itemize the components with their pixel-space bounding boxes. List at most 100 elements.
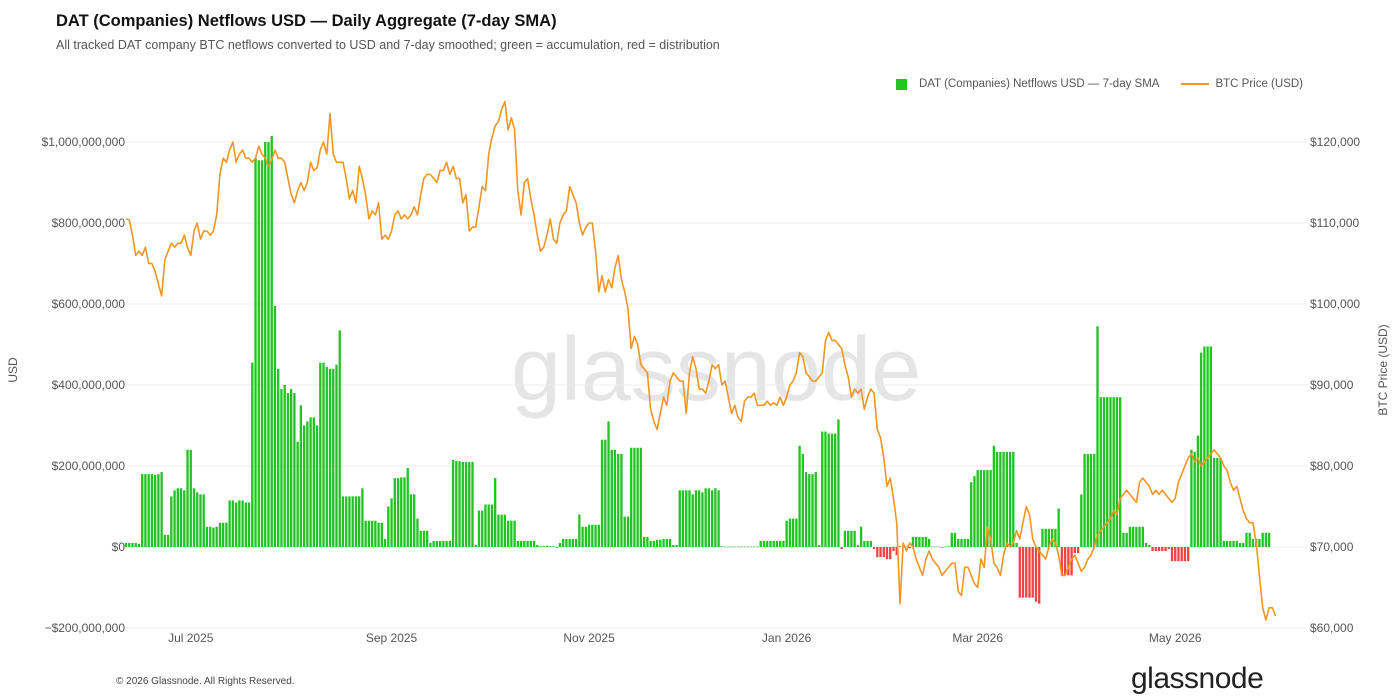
netflow-bar[interactable] [1012,451,1015,547]
netflow-bar[interactable] [1148,544,1151,547]
netflow-bar[interactable] [947,546,950,547]
netflow-bar[interactable] [898,546,902,547]
netflow-bar[interactable] [892,547,895,552]
netflow-bar[interactable] [571,538,575,547]
netflow-bar[interactable] [1141,526,1145,547]
netflow-bar[interactable] [1190,449,1193,547]
netflow-bar[interactable] [1047,528,1051,547]
netflow-bar[interactable] [574,538,578,547]
netflow-bar[interactable] [338,330,341,547]
netflow-bar[interactable] [801,453,804,547]
netflow-bar[interactable] [581,526,584,547]
netflow-bar[interactable] [335,364,338,547]
netflow-bar[interactable] [238,500,241,547]
netflow-bar[interactable] [144,474,147,547]
netflow-bar[interactable] [134,542,137,547]
netflow-bar[interactable] [983,470,986,547]
netflow-bar[interactable] [264,142,267,547]
netflow-bar[interactable] [1238,542,1242,547]
netflow-bar[interactable] [597,524,600,547]
netflow-bar[interactable] [1025,547,1028,598]
netflow-bar[interactable] [1264,532,1268,547]
netflow-bar[interactable] [1057,508,1060,547]
netflow-bar[interactable] [587,524,591,547]
netflow-bar[interactable] [532,540,536,547]
netflow-bar[interactable] [895,547,898,556]
netflow-bar[interactable] [1180,547,1183,562]
netflow-bar[interactable] [604,439,607,547]
netflow-bar[interactable] [824,431,827,547]
netflow-bar[interactable] [707,488,711,547]
netflow-bar[interactable] [419,530,422,547]
netflow-bar[interactable] [1164,547,1167,552]
netflow-bar[interactable] [497,514,500,547]
netflow-bar[interactable] [438,540,442,547]
netflow-bar[interactable] [526,540,529,547]
netflow-bar[interactable] [1229,540,1232,547]
netflow-bar[interactable] [1005,451,1008,547]
netflow-bar[interactable] [189,449,192,547]
netflow-bar[interactable] [192,488,196,547]
netflow-bar[interactable] [503,514,507,547]
netflow-bar[interactable] [834,433,837,547]
netflow-bar[interactable] [610,449,613,547]
netflow-bar[interactable] [1138,526,1141,547]
legend-bar-label[interactable]: DAT (Companies) Netflows USD — 7-day SMA [918,78,1160,90]
netflow-bar[interactable] [351,496,354,548]
netflow-bar[interactable] [1015,542,1018,547]
netflow-bar[interactable] [931,546,934,548]
netflow-bar[interactable] [490,504,494,547]
netflow-bar[interactable] [319,362,322,547]
netflow-bar[interactable] [1102,397,1106,547]
netflow-bar[interactable] [270,135,273,547]
netflow-bar[interactable] [1054,528,1057,547]
netflow-bar[interactable] [358,496,361,548]
netflow-bar[interactable] [202,494,205,547]
netflow-bar[interactable] [380,522,383,547]
netflow-bar[interactable] [746,546,749,548]
netflow-bar[interactable] [315,425,319,548]
netflow-bar[interactable] [885,547,889,560]
netflow-bar[interactable] [545,545,549,547]
netflow-bar[interactable] [1167,547,1170,550]
netflow-bar[interactable] [506,520,510,547]
netflow-bar[interactable] [400,477,403,547]
legend-line-label[interactable]: BTC Price (USD) [1215,78,1303,90]
netflow-bar[interactable] [591,524,594,547]
netflow-bar[interactable] [461,461,464,547]
netflow-bar[interactable] [442,540,445,547]
netflow-bar[interactable] [1041,528,1044,547]
netflow-bar[interactable] [183,490,186,547]
netflow-bar[interactable] [1096,326,1099,547]
netflow-bar[interactable] [1086,453,1089,547]
netflow-bar[interactable] [173,490,176,547]
netflow-bar[interactable] [458,461,461,547]
netflow-bar[interactable] [944,546,947,548]
netflow-bar[interactable] [659,539,662,547]
netflow-bar[interactable] [668,538,672,547]
netflow-bar[interactable] [260,160,264,547]
netflow-bar[interactable] [536,544,539,547]
netflow-bar[interactable] [160,472,163,547]
netflow-bar[interactable] [856,544,860,547]
netflow-bar[interactable] [843,530,847,547]
netflow-bar[interactable] [312,417,315,547]
netflow-bar[interactable] [821,431,824,547]
netflow-bar[interactable] [1089,453,1093,547]
netflow-bar[interactable] [487,504,490,547]
netflow-bar[interactable] [1232,540,1235,547]
netflow-bar[interactable] [231,500,235,547]
netflow-bar[interactable] [542,546,545,547]
legend-bar-swatch[interactable] [895,78,907,90]
netflow-bar[interactable] [1209,346,1213,547]
netflow-bar[interactable] [1038,547,1041,604]
netflow-bar[interactable] [720,546,724,547]
netflow-bar[interactable] [137,543,141,547]
netflow-bar[interactable] [390,498,393,547]
netflow-bar[interactable] [1267,532,1271,547]
netflow-bar[interactable] [529,540,532,547]
netflow-bar[interactable] [649,540,652,547]
netflow-bar[interactable] [740,546,743,548]
netflow-bar[interactable] [846,530,850,547]
netflow-bar[interactable] [286,393,290,547]
